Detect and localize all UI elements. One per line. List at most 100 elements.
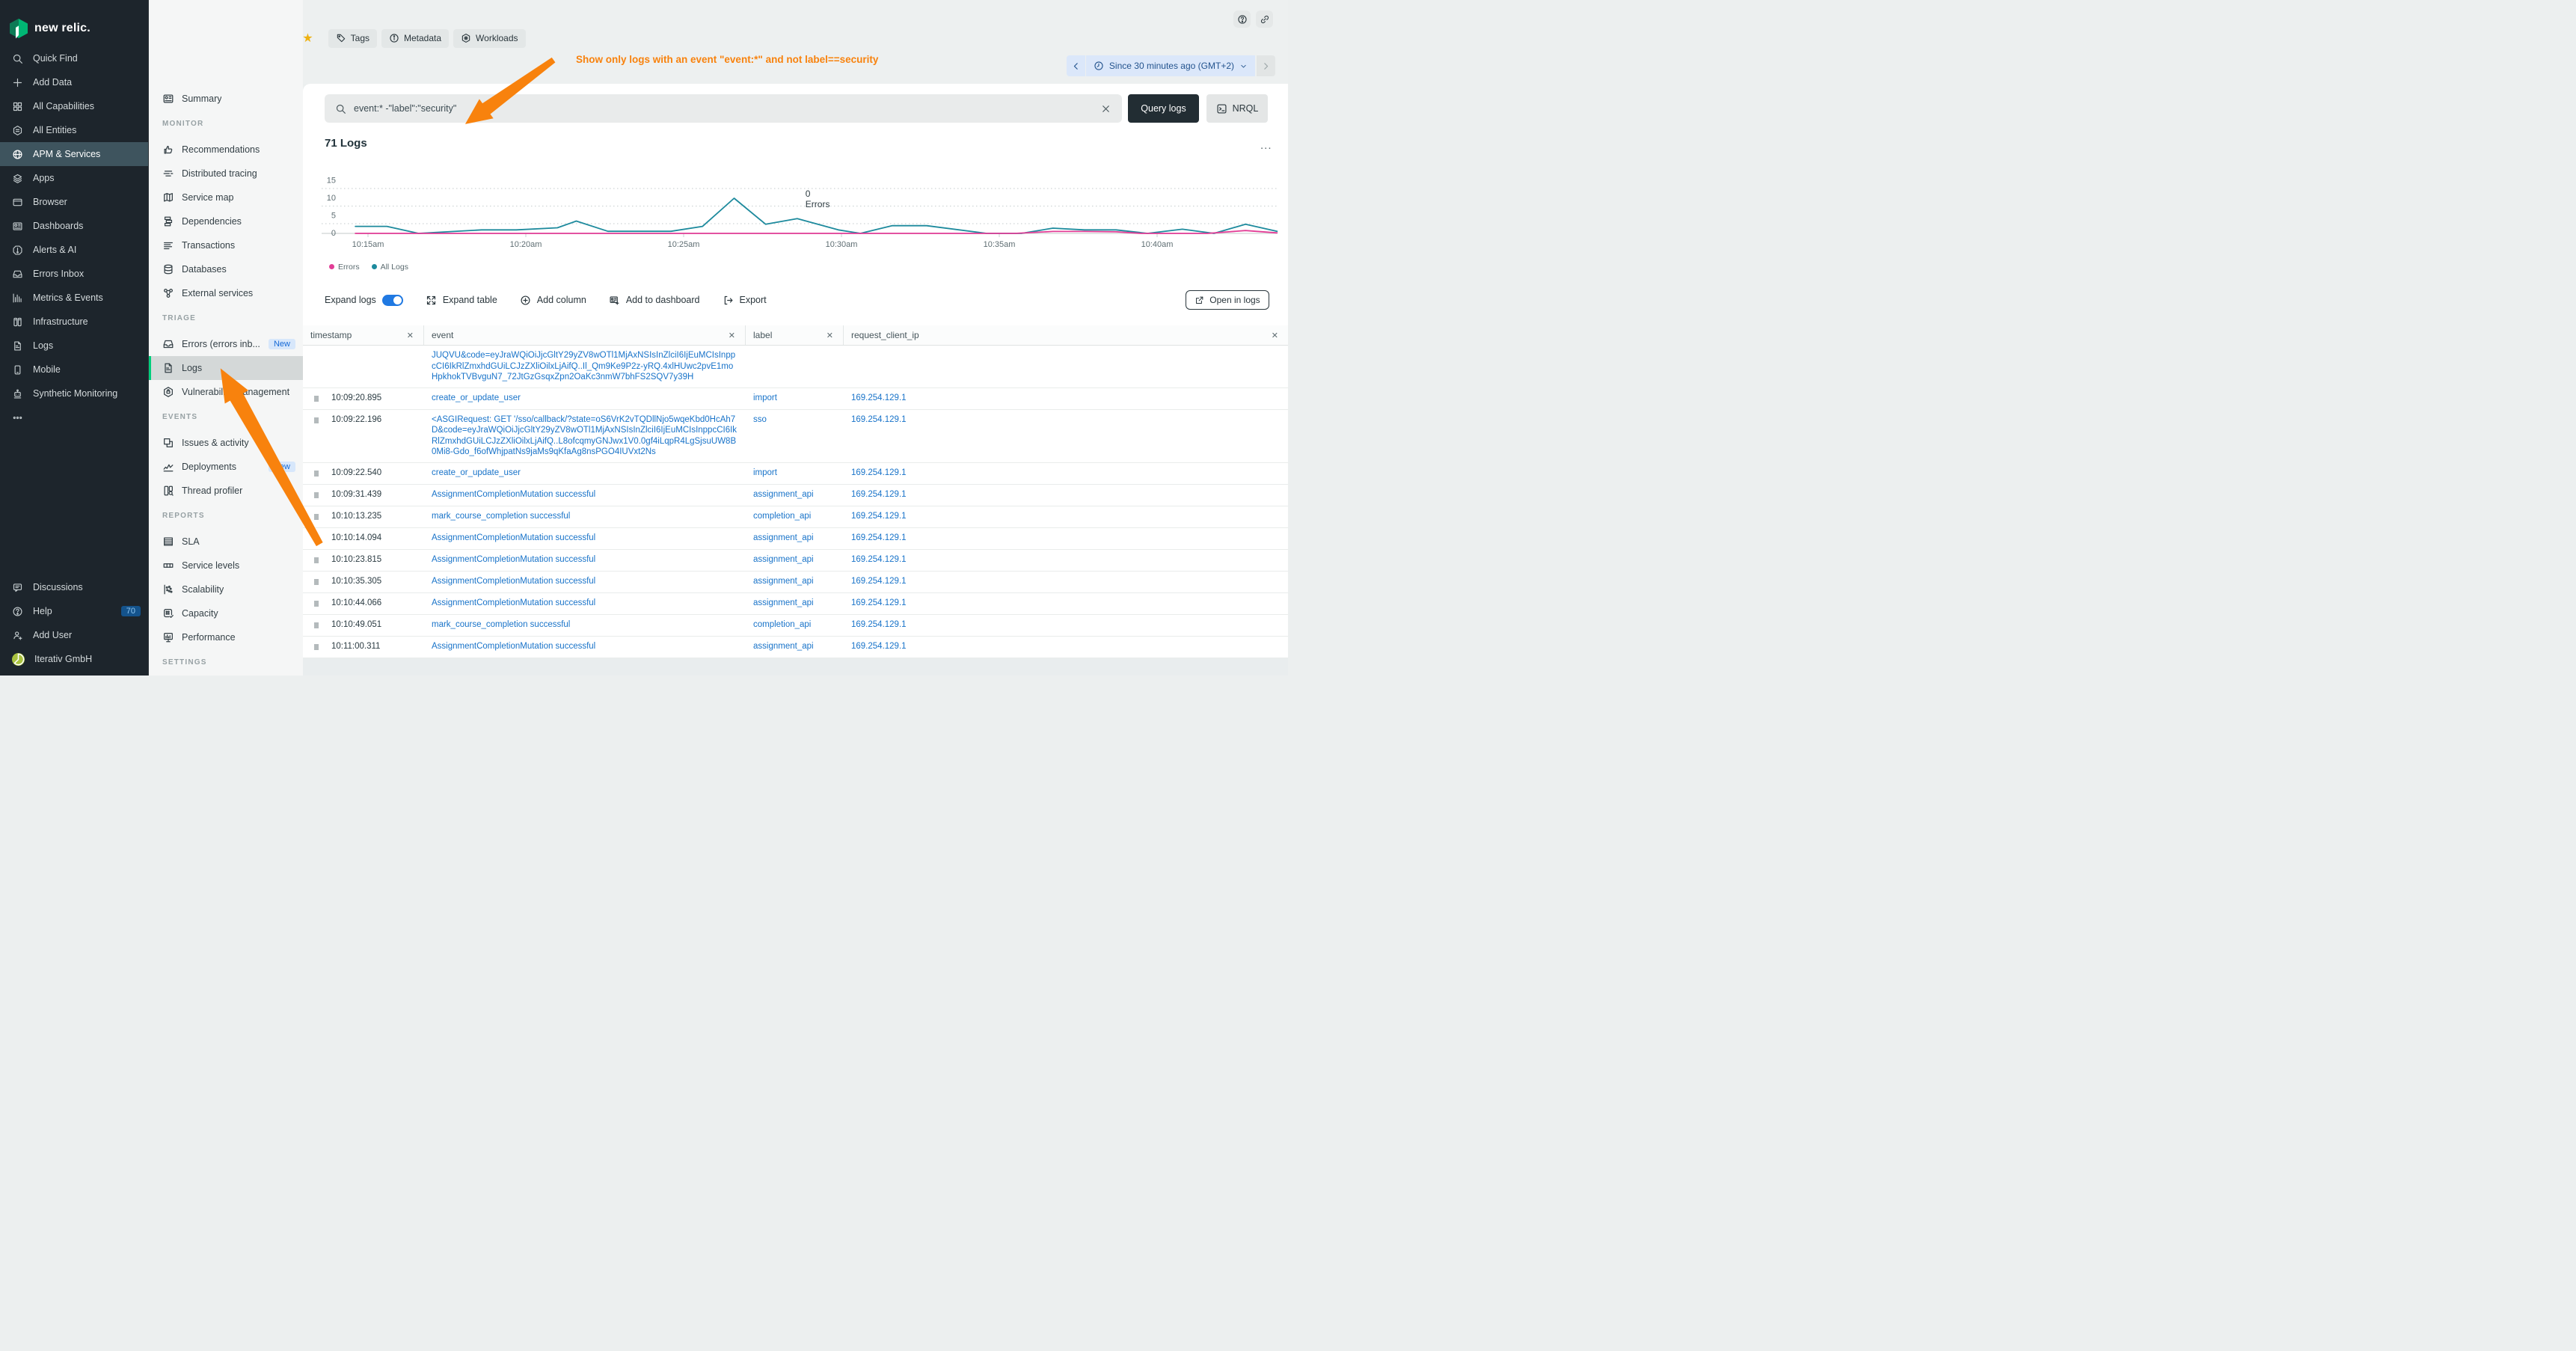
time-forward-button[interactable] <box>1257 55 1275 76</box>
ip-link[interactable]: 169.254.129.1 <box>851 414 907 424</box>
logs-timeseries-chart[interactable]: 15 10 5 0 10:15am 10:20am 10:25am 10:30am 10:35a… <box>303 156 1288 257</box>
toggle-on-icon[interactable] <box>381 294 403 306</box>
sidebar-item-more[interactable] <box>0 405 148 429</box>
add-to-dashboard-button[interactable]: Add to dashboard <box>609 295 700 306</box>
ip-link[interactable]: 169.254.129.1 <box>851 576 907 586</box>
subnav-item-databases[interactable]: Databases <box>149 257 303 281</box>
sidebar-item-add-data[interactable]: Add Data <box>0 70 148 94</box>
subnav-item-transactions[interactable]: Transactions <box>149 233 303 257</box>
label-link[interactable]: completion_api <box>753 619 812 629</box>
table-row[interactable]: 10:10:35.305 AssignmentCompletionMutatio… <box>303 572 1288 593</box>
sidebar-item-alerts-ai[interactable]: Alerts & AI <box>0 238 148 262</box>
label-link[interactable]: assignment_api <box>753 598 814 607</box>
subnav-item-deployments[interactable]: Deployments New <box>149 455 303 479</box>
query-logs-button[interactable]: Query logs <box>1128 94 1199 123</box>
time-back-button[interactable] <box>1066 55 1085 76</box>
subnav-item-dependencies[interactable]: Dependencies <box>149 209 303 233</box>
event-link[interactable]: create_or_update_user <box>432 468 521 477</box>
ip-link[interactable]: 169.254.129.1 <box>851 533 907 542</box>
ip-link[interactable]: 169.254.129.1 <box>851 511 907 521</box>
export-button[interactable]: Export <box>723 295 767 306</box>
sidebar-item-help[interactable]: Help 70 <box>0 599 148 623</box>
table-row[interactable]: 10:10:44.066 AssignmentCompletionMutatio… <box>303 593 1288 615</box>
subnav-item-errors-errors-inb[interactable]: Errors (errors inb... New <box>149 332 303 356</box>
ip-link[interactable]: 169.254.129.1 <box>851 641 907 651</box>
subnav-item-logs[interactable]: Logs <box>149 356 303 380</box>
subnav-item-capacity[interactable]: Capacity <box>149 601 303 625</box>
event-link[interactable]: AssignmentCompletionMutation successful <box>432 641 596 651</box>
table-row[interactable]: 10:09:22.196 <ASGIRequest: GET '/sso/cal… <box>303 410 1288 463</box>
label-link[interactable]: assignment_api <box>753 576 814 586</box>
ip-link[interactable]: 169.254.129.1 <box>851 393 907 402</box>
sidebar-item-quick-find[interactable]: Quick Find <box>0 46 148 70</box>
subnav-item-vulnerability-management[interactable]: Vulnerability Management <box>149 380 303 404</box>
ip-link[interactable]: 169.254.129.1 <box>851 598 907 607</box>
table-row[interactable]: 10:10:13.235 mark_course_completion succ… <box>303 506 1288 528</box>
sidebar-item-metrics-events[interactable]: Metrics & Events <box>0 286 148 310</box>
remove-column-icon[interactable]: ✕ <box>728 331 735 340</box>
event-link[interactable]: mark_course_completion successful <box>432 619 571 629</box>
sidebar-item-all-capabilities[interactable]: All Capabilities <box>0 94 148 118</box>
remove-column-icon[interactable]: ✕ <box>406 331 414 340</box>
column-header-timestamp[interactable]: timestamp ✕ <box>303 325 424 345</box>
sidebar-item-browser[interactable]: Browser <box>0 190 148 214</box>
table-row[interactable]: 10:10:23.815 AssignmentCompletionMutatio… <box>303 550 1288 572</box>
ip-link[interactable]: 169.254.129.1 <box>851 619 907 629</box>
table-row[interactable]: 10:09:20.895 create_or_update_user impor… <box>303 388 1288 410</box>
ip-link[interactable]: 169.254.129.1 <box>851 554 907 564</box>
event-link[interactable]: AssignmentCompletionMutation successful <box>432 533 596 542</box>
time-range-button[interactable]: Since 30 minutes ago (GMT+2) <box>1085 55 1255 76</box>
subnav-item-recommendations[interactable]: Recommendations <box>149 138 303 162</box>
table-row[interactable]: 10:09:31.439 AssignmentCompletionMutatio… <box>303 485 1288 506</box>
legend-item-errors[interactable]: Errors <box>329 263 360 272</box>
event-link[interactable]: AssignmentCompletionMutation successful <box>432 554 596 564</box>
metadata-button[interactable]: Metadata <box>381 28 450 48</box>
chart-menu-button[interactable]: ... <box>1260 139 1272 152</box>
table-row[interactable]: 10:10:49.051 mark_course_completion succ… <box>303 615 1288 637</box>
sidebar-item-add-user[interactable]: Add User <box>0 623 148 647</box>
table-row[interactable]: 10:10:14.094 AssignmentCompletionMutatio… <box>303 528 1288 550</box>
subnav-item-performance[interactable]: Performance <box>149 625 303 649</box>
favorite-star-icon[interactable]: ★ <box>302 32 313 45</box>
sidebar-item-mobile[interactable]: Mobile <box>0 358 148 382</box>
clear-query-icon[interactable] <box>1100 103 1111 114</box>
sidebar-item-all-entities[interactable]: All Entities <box>0 118 148 142</box>
open-in-logs-button[interactable]: Open in logs <box>1186 290 1269 310</box>
expand-logs-toggle[interactable]: Expand logs <box>325 294 403 306</box>
table-row[interactable]: 10:09:22.540 create_or_update_user impor… <box>303 463 1288 485</box>
sidebar-item-dashboards[interactable]: Dashboards <box>0 214 148 238</box>
nrql-button[interactable]: NRQL <box>1206 94 1268 123</box>
subnav-item-summary[interactable]: Summary <box>149 87 303 111</box>
event-link[interactable]: mark_course_completion successful <box>432 511 571 521</box>
label-link[interactable]: assignment_api <box>753 641 814 651</box>
help-button[interactable] <box>1233 10 1251 28</box>
tags-button[interactable]: Tags <box>328 28 377 48</box>
ip-link[interactable]: 169.254.129.1 <box>851 489 907 499</box>
sidebar-item-iterativ-gmbh[interactable]: Iterativ GmbH <box>0 647 148 671</box>
workloads-button[interactable]: Workloads <box>453 28 526 48</box>
label-link[interactable]: assignment_api <box>753 554 814 564</box>
column-header-event[interactable]: event ✕ <box>424 325 746 345</box>
event-link[interactable]: create_or_update_user <box>432 393 521 402</box>
label-link[interactable]: import <box>753 393 777 402</box>
subnav-item-scalability[interactable]: Scalability <box>149 578 303 601</box>
expand-table-button[interactable]: Expand table <box>426 295 497 306</box>
copy-link-button[interactable] <box>1256 10 1273 28</box>
label-link[interactable]: import <box>753 468 777 477</box>
event-link[interactable]: AssignmentCompletionMutation successful <box>432 489 596 499</box>
label-link[interactable]: assignment_api <box>753 533 814 542</box>
subnav-item-service-map[interactable]: Service map <box>149 186 303 209</box>
label-link[interactable]: assignment_api <box>753 489 814 499</box>
legend-item-all-logs[interactable]: All Logs <box>371 263 408 272</box>
subnav-item-service-levels[interactable]: Service levels <box>149 554 303 578</box>
table-row[interactable]: 10:11:00.311 AssignmentCompletionMutatio… <box>303 637 1288 658</box>
ip-link[interactable]: 169.254.129.1 <box>851 468 907 477</box>
sidebar-item-logs[interactable]: Logs <box>0 334 148 358</box>
subnav-item-external-services[interactable]: External services <box>149 281 303 305</box>
subnav-item-issues-activity[interactable]: Issues & activity <box>149 431 303 455</box>
sidebar-item-apm-services[interactable]: APM & Services <box>0 142 148 166</box>
remove-column-icon[interactable]: ✕ <box>826 331 833 340</box>
subnav-item-thread-profiler[interactable]: Thread profiler <box>149 479 303 503</box>
sidebar-item-infrastructure[interactable]: Infrastructure <box>0 310 148 334</box>
event-link[interactable]: AssignmentCompletionMutation successful <box>432 576 596 586</box>
